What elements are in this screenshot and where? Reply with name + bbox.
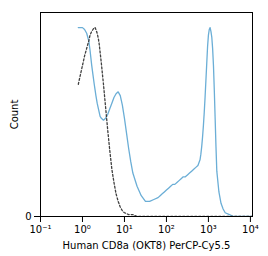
svg-text:Count: Count (9, 100, 20, 130)
svg-text:0: 0 (25, 211, 31, 222)
svg-text:10¹: 10¹ (116, 224, 133, 235)
svg-text:Human CD8a (OKT8) PerCP-Cy5.5: Human CD8a (OKT8) PerCP-Cy5.5 (63, 240, 231, 251)
svg-text:10³: 10³ (200, 224, 217, 235)
svg-text:10²: 10² (158, 224, 175, 235)
svg-text:10⁰: 10⁰ (74, 224, 91, 235)
svg-text:10⁻¹: 10⁻¹ (29, 224, 51, 235)
svg-text:10⁴: 10⁴ (242, 224, 259, 235)
